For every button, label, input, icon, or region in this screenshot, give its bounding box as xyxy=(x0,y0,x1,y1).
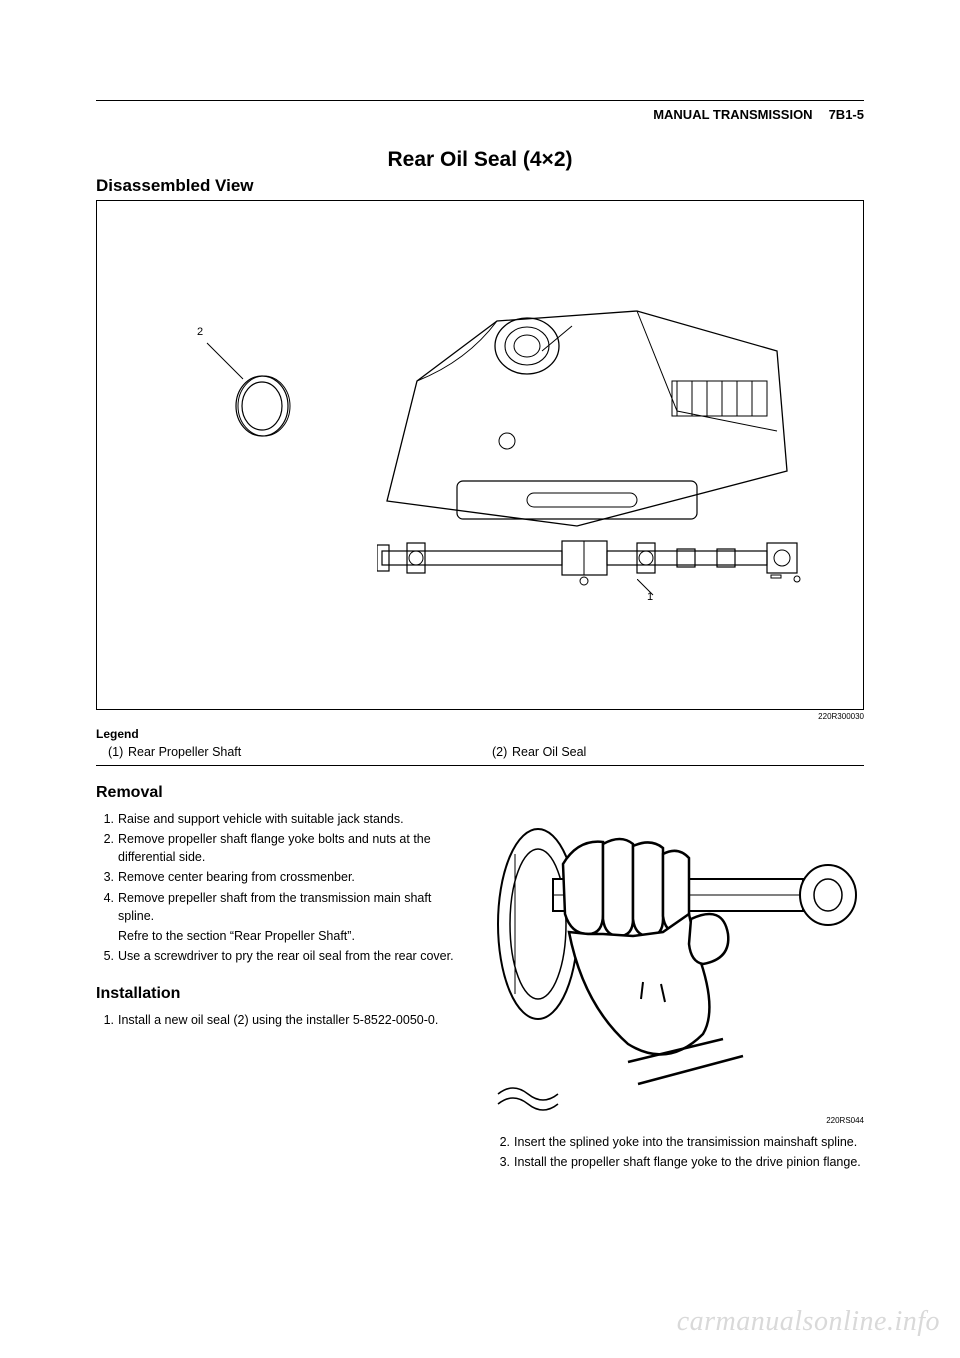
callout-label-1: 1 xyxy=(647,591,653,603)
right-column: 220RS044 2.Insert the splined yoke into … xyxy=(492,784,864,1173)
removal-heading: Removal xyxy=(96,784,468,802)
figure-1-ref: 220R300030 xyxy=(96,712,864,721)
spacer xyxy=(96,967,468,985)
oil-seal-icon xyxy=(232,371,292,441)
header-section: MANUAL TRANSMISSION xyxy=(653,107,812,122)
step-text: Remove prepeller shaft from the transmis… xyxy=(118,889,468,925)
header-rule xyxy=(96,100,864,101)
main-title: Rear Oil Seal (4×2) xyxy=(96,148,864,172)
right-steps: 2.Insert the splined yoke into the trans… xyxy=(492,1133,864,1171)
removal-note: Refre to the section “Rear Propeller Sha… xyxy=(118,927,468,945)
legend-label: Rear Oil Seal xyxy=(512,745,586,759)
step-text: Insert the splined yoke into the transim… xyxy=(514,1133,864,1151)
step-item: 2.Insert the splined yoke into the trans… xyxy=(492,1133,864,1151)
legend-item: (1) Rear Propeller Shaft xyxy=(96,745,480,759)
step-number: 4. xyxy=(96,889,114,925)
step-item: 1.Install a new oil seal (2) using the i… xyxy=(96,1011,468,1029)
step-number: 5. xyxy=(96,947,114,965)
step-item: 3.Remove center bearing from crossmenber… xyxy=(96,868,468,886)
transmission-icon xyxy=(377,291,797,551)
page-header: MANUAL TRANSMISSION 7B1-5 xyxy=(96,107,864,122)
step-item: 4.Remove prepeller shaft from the transm… xyxy=(96,889,468,925)
step-number: 3. xyxy=(492,1153,510,1171)
removal-steps-2: 5.Use a screwdriver to pry the rear oil … xyxy=(96,947,468,965)
hand-installer-icon xyxy=(492,784,864,1114)
disassembled-heading: Disassembled View xyxy=(96,176,864,196)
figure-2-ref: 220RS044 xyxy=(492,1116,864,1125)
step-number: 1. xyxy=(96,810,114,828)
removal-steps: 1.Raise and support vehicle with suitabl… xyxy=(96,810,468,925)
legend-label: Rear Propeller Shaft xyxy=(128,745,241,759)
header-page-code: 7B1-5 xyxy=(829,107,864,122)
step-text: Raise and support vehicle with suitable … xyxy=(118,810,468,828)
callout-label-2: 2 xyxy=(197,326,203,338)
step-text: Remove propeller shaft flange yoke bolts… xyxy=(118,830,468,866)
step-text: Use a screwdriver to pry the rear oil se… xyxy=(118,947,468,965)
step-text: Remove center bearing from crossmenber. xyxy=(118,868,468,886)
page-content: MANUAL TRANSMISSION 7B1-5 Rear Oil Seal … xyxy=(96,100,864,1173)
propeller-shaft-icon xyxy=(377,531,807,586)
watermark-text: carmanualsonline.info xyxy=(677,1306,940,1338)
step-text: Install the propeller shaft flange yoke … xyxy=(514,1153,864,1171)
legend-item: (2) Rear Oil Seal xyxy=(480,745,864,759)
two-column-layout: Removal 1.Raise and support vehicle with… xyxy=(96,784,864,1173)
step-number: 2. xyxy=(492,1133,510,1151)
step-number: 3. xyxy=(96,868,114,886)
installation-heading: Installation xyxy=(96,985,468,1003)
step-item: 1.Raise and support vehicle with suitabl… xyxy=(96,810,468,828)
step-number: 2. xyxy=(96,830,114,866)
left-column: Removal 1.Raise and support vehicle with… xyxy=(96,784,468,1173)
step-item: 2.Remove propeller shaft flange yoke bol… xyxy=(96,830,468,866)
step-item: 3.Install the propeller shaft flange yok… xyxy=(492,1153,864,1171)
step-number: 1. xyxy=(96,1011,114,1029)
step-text: Install a new oil seal (2) using the ins… xyxy=(118,1011,468,1029)
legend-num: (1) xyxy=(96,745,128,759)
legend-row: (1) Rear Propeller Shaft (2) Rear Oil Se… xyxy=(96,745,864,766)
exploded-view-figure: 2 xyxy=(96,200,864,710)
legend-num: (2) xyxy=(480,745,512,759)
installer-hand-figure xyxy=(492,784,864,1114)
step-item: 5.Use a screwdriver to pry the rear oil … xyxy=(96,947,468,965)
legend-title: Legend xyxy=(96,727,864,741)
installation-steps: 1.Install a new oil seal (2) using the i… xyxy=(96,1011,468,1029)
